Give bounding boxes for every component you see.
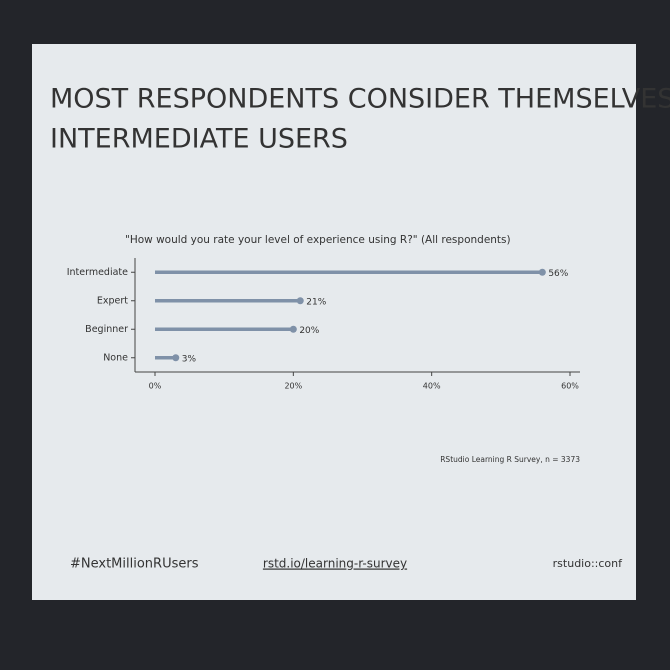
lollipop-dot xyxy=(172,354,180,362)
lollipop-dot xyxy=(296,297,304,305)
y-tick-label: None xyxy=(103,352,128,363)
hashtag: #NextMillionRUsers xyxy=(70,557,199,572)
x-tick-label: 40% xyxy=(423,382,441,391)
x-tick-label: 60% xyxy=(561,382,579,391)
brand: rstudio::conf xyxy=(553,557,623,570)
value-label: 21% xyxy=(306,297,326,307)
lollipop-dot xyxy=(538,268,546,276)
x-tick-label: 0% xyxy=(149,382,162,391)
link: rstd.io/learning-r-survey xyxy=(263,557,407,571)
value-label: 56% xyxy=(548,269,568,279)
lollipop-dot xyxy=(289,325,297,333)
chart-subtitle: "How would you rate your level of experi… xyxy=(125,234,511,246)
y-tick-label: Expert xyxy=(97,295,128,306)
y-tick-label: Intermediate xyxy=(67,267,128,278)
title-line-2: INTERMEDIATE USERS xyxy=(50,124,348,155)
slide xyxy=(32,44,636,600)
title-line-1: MOST RESPONDENTS CONSIDER THEMSELVES xyxy=(50,84,670,115)
x-tick-label: 20% xyxy=(284,382,302,391)
value-label: 20% xyxy=(299,326,319,336)
chart-note: RStudio Learning R Survey, n = 3373 xyxy=(440,455,580,464)
y-tick-label: Beginner xyxy=(85,324,128,335)
value-label: 3% xyxy=(182,354,197,364)
